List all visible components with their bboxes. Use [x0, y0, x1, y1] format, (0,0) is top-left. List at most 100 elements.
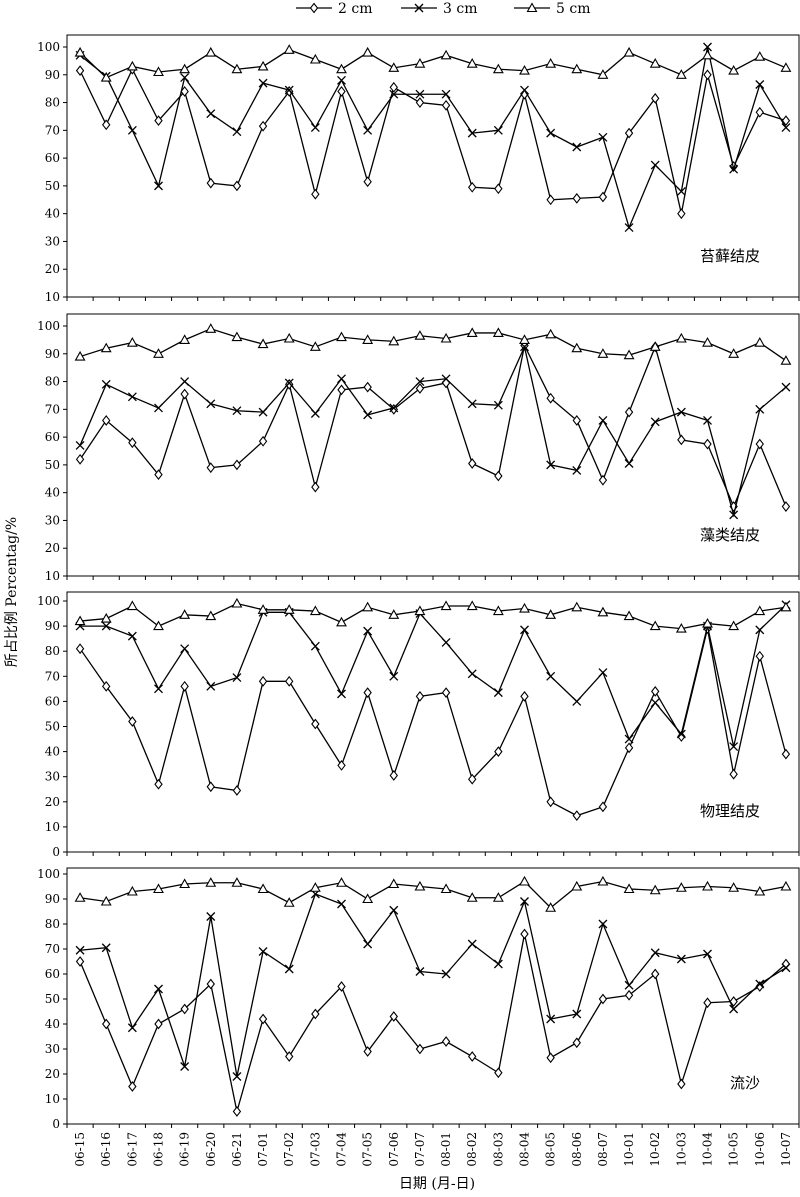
series-line [79, 343, 787, 509]
data-point [598, 191, 608, 203]
data-point [414, 330, 426, 340]
data-point [677, 1078, 686, 1090]
data-point [206, 109, 216, 119]
data-point [702, 880, 713, 891]
data-point [781, 123, 791, 133]
data-point [389, 905, 399, 915]
series-3cm [75, 342, 791, 520]
data-point [572, 465, 582, 475]
series-line [79, 49, 787, 79]
panel-label: 藻类结皮 [700, 526, 760, 544]
data-point [703, 69, 712, 81]
data-point [728, 348, 740, 358]
y-tick-label: 20 [45, 541, 60, 555]
data-point [74, 892, 86, 902]
data-point [624, 734, 634, 744]
x-tick-label: 08-04 [518, 1132, 532, 1167]
data-point [546, 1052, 555, 1064]
data-point [154, 1018, 163, 1030]
data-point [781, 748, 791, 760]
y-tick-label: 60 [45, 430, 60, 444]
legend-marker [414, 3, 424, 13]
data-point [755, 650, 764, 662]
y-tick-label: 30 [45, 770, 60, 784]
series-line [79, 344, 787, 518]
series-5cm [74, 44, 792, 82]
data-point [231, 331, 243, 342]
data-point [468, 181, 477, 193]
data-point [102, 1018, 111, 1030]
series-line [79, 328, 787, 362]
data-point [441, 687, 451, 699]
data-point [257, 604, 269, 614]
data-point [415, 377, 425, 387]
data-point [75, 440, 85, 450]
series-line [79, 67, 787, 214]
y-tick-label: 10 [45, 820, 60, 834]
data-point [729, 164, 739, 174]
x-tick-label: 06-15 [73, 1132, 87, 1167]
data-point [415, 383, 425, 394]
data-point [702, 617, 713, 628]
data-point [231, 597, 243, 608]
x-axis: 06-15 06-16 06-17 06-18 06-19 06-20 06-21 07-01… [73, 1132, 793, 1167]
data-point [729, 996, 738, 1007]
data-point [520, 897, 529, 906]
data-point [179, 878, 191, 889]
data-point [74, 615, 86, 626]
data-point [206, 912, 216, 921]
y-tick-label: 60 [45, 151, 60, 165]
y-tick-label: 60 [45, 694, 60, 708]
data-point [755, 981, 764, 992]
data-point [545, 609, 557, 619]
data-point [597, 69, 609, 79]
legend-entry: 3 cm [401, 1, 477, 17]
panel-frame [66, 34, 800, 298]
data-point [75, 65, 85, 77]
data-point [624, 223, 634, 233]
data-point [206, 681, 216, 691]
data-point [651, 685, 660, 697]
y-tick-label: 0 [52, 1117, 60, 1131]
data-point [467, 939, 477, 949]
series-2cm [75, 928, 791, 1117]
y-axis-title: 所占比例 Percentag/% [4, 517, 20, 667]
data-point [128, 1081, 137, 1092]
data-point [494, 183, 503, 195]
data-point [363, 176, 372, 188]
data-point [546, 671, 556, 681]
legend-marker [526, 2, 538, 13]
y-tick-label: 20 [45, 1067, 60, 1081]
y-tick-label: 80 [45, 917, 60, 931]
data-point [624, 980, 634, 990]
data-point [755, 404, 765, 414]
legend-label: 5 cm [556, 1, 590, 17]
data-point [283, 44, 295, 54]
data-point [677, 208, 686, 220]
y-tick-label: 50 [45, 992, 60, 1006]
data-point [651, 92, 660, 104]
data-point [520, 928, 529, 940]
chart-panel: 0 10 20 30 40 50 60 70 80 90 100 物理结皮 [37, 591, 800, 859]
data-point [755, 979, 765, 989]
data-point [284, 378, 294, 388]
chart-panel: 0 10 20 30 40 50 60 70 80 90 100 流沙 [37, 867, 800, 1131]
x-tick-label: 07-05 [361, 1132, 375, 1167]
panel-frame [66, 867, 800, 1125]
data-point [180, 377, 190, 387]
data-point [336, 63, 347, 74]
data-point [363, 410, 373, 420]
data-point [311, 188, 320, 200]
data-point [598, 415, 608, 425]
data-point [702, 337, 713, 347]
data-point [651, 968, 660, 980]
data-point [362, 601, 374, 612]
data-point [703, 438, 712, 450]
data-point [649, 341, 661, 351]
data-point [519, 602, 530, 613]
data-point [598, 132, 608, 142]
data-point [494, 1067, 503, 1079]
data-point [154, 181, 163, 191]
data-point [623, 610, 635, 621]
data-point [180, 1003, 189, 1015]
